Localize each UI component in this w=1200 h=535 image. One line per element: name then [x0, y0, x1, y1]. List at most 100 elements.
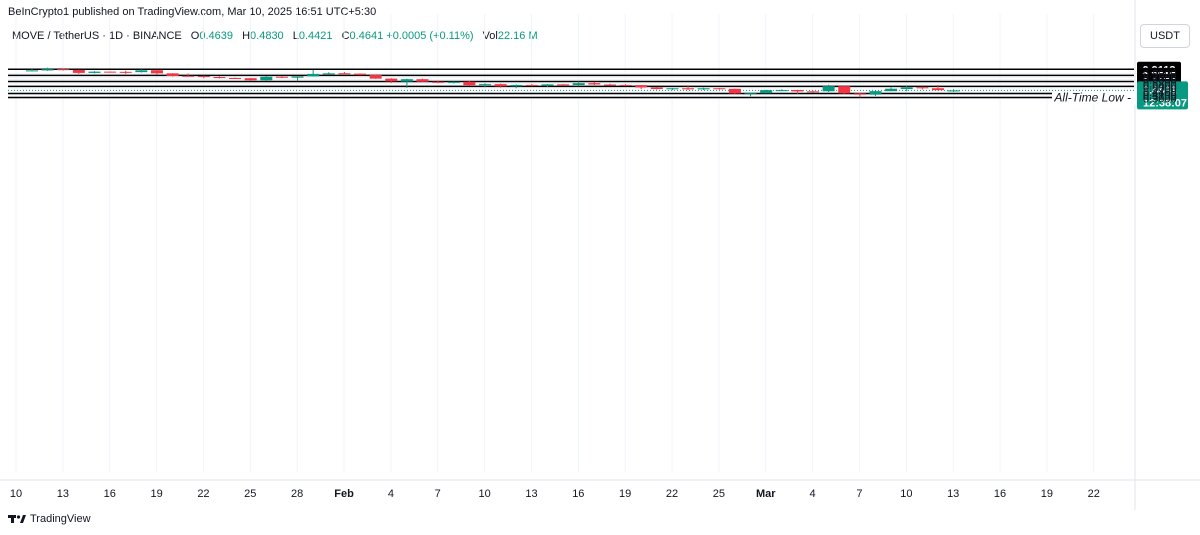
low-value: 0.4421: [298, 30, 333, 42]
footer-brand: TradingView: [30, 513, 91, 525]
candle-up: [260, 76, 273, 81]
y-tick-label: 0.3600: [1143, 93, 1177, 105]
candle-down: [635, 85, 648, 88]
all-time-low-annotation: All-Time Low -: [1053, 90, 1131, 104]
candle-down: [416, 79, 429, 82]
x-tick-label: 10: [478, 488, 490, 500]
candle-down: [525, 84, 538, 86]
candle-down: [494, 84, 507, 87]
x-tick-label: 28: [291, 488, 303, 500]
x-tick-label: Feb: [334, 488, 354, 500]
x-tick-label: 22: [1088, 488, 1100, 500]
candle-down: [682, 88, 695, 90]
y-tick-label: 0.5400: [1143, 81, 1177, 93]
candle-up: [885, 88, 898, 92]
symbol-name: MOVE / TetherUS · 1D · BINANCE: [12, 30, 182, 42]
x-tick-label: 19: [619, 488, 631, 500]
x-tick-label: 22: [197, 488, 209, 500]
change-value: +0.0005 (+0.11%): [386, 30, 474, 42]
y-tick-label: 0.8000: [1143, 68, 1177, 80]
close-label: C: [341, 30, 350, 42]
x-tick-label: 13: [947, 488, 959, 500]
x-tick-label: 25: [244, 488, 256, 500]
high-label: H: [242, 30, 251, 42]
x-tick-label: 10: [900, 488, 912, 500]
candle-down: [791, 90, 804, 92]
candle-down: [931, 88, 944, 91]
candle-down: [588, 83, 601, 85]
volume-label: Vol: [482, 30, 498, 42]
x-tick-label: 7: [435, 488, 441, 500]
candle-down: [197, 76, 210, 78]
y-tick-label: 0.7000: [1143, 73, 1177, 85]
last-price-label: 0.4641: [1143, 84, 1177, 96]
candle-up: [572, 83, 585, 86]
candle-up: [775, 90, 788, 92]
candle-down: [354, 73, 367, 76]
candle-down: [603, 84, 616, 86]
x-tick-label: 16: [104, 488, 116, 500]
x-tick-label: 4: [388, 488, 394, 500]
volume-value: 22.16 M: [497, 30, 538, 42]
y-tick-label: 0.4100: [1143, 89, 1177, 101]
x-tick-label: 4: [810, 488, 816, 500]
x-tick-label: 16: [572, 488, 584, 500]
x-tick-label: 19: [1041, 488, 1053, 500]
candle-down: [557, 84, 570, 86]
candle-up: [26, 70, 38, 72]
candle-down: [213, 77, 226, 79]
y-tick-label: 0.5800: [1143, 78, 1177, 90]
candle-up: [822, 86, 835, 92]
candle-down: [916, 87, 929, 89]
x-tick-label: 22: [666, 488, 678, 500]
candle-up: [135, 70, 148, 73]
x-tick-label: 10: [10, 488, 22, 500]
y-tick-label: 0.5000: [1143, 83, 1177, 95]
candle-down: [650, 87, 663, 90]
candle-down: [119, 71, 132, 73]
candle-up: [322, 73, 335, 75]
last-price-countdown: 12:38:07: [1143, 97, 1187, 109]
candle-down: [338, 73, 351, 75]
x-tick-label: 13: [57, 488, 69, 500]
currency-button[interactable]: USDT: [1140, 24, 1190, 48]
candle-up: [900, 87, 913, 90]
last-price-label-bg: [1137, 81, 1188, 110]
candle-up: [88, 71, 101, 73]
open-label: O: [190, 30, 200, 42]
candle-up: [697, 88, 710, 90]
candle-down: [57, 69, 70, 71]
candle-up: [666, 88, 679, 90]
candle-up: [510, 84, 523, 87]
x-tick-label: 19: [150, 488, 162, 500]
candle-down: [807, 91, 819, 93]
x-tick-label: 25: [713, 488, 725, 500]
candle-down: [619, 84, 632, 86]
candle-down: [853, 93, 866, 95]
candle-up: [400, 79, 413, 82]
x-tick-label: Mar: [756, 488, 776, 500]
x-tick-label: 16: [994, 488, 1006, 500]
symbol-legend: MOVE / TetherUS · 1D · BINANCE O0.4639 H…: [12, 30, 538, 42]
candle-down: [275, 76, 288, 78]
candle-up: [541, 84, 554, 86]
candle-down: [713, 88, 726, 90]
annotation-bg: [1052, 88, 1136, 105]
grid: [0, 0, 1200, 510]
candle-up: [947, 90, 960, 92]
high-value: 0.4830: [250, 30, 284, 42]
candle-up: [41, 69, 54, 71]
y-tick-label: 0.6600: [1143, 74, 1177, 86]
candle-down: [463, 81, 476, 86]
low-label: L: [292, 30, 299, 42]
candle-up: [478, 84, 491, 86]
y-axis: 0.80000.70000.66000.58000.54000.50000.44…: [1143, 68, 1177, 105]
candle-down: [728, 88, 741, 94]
candle-up: [760, 90, 773, 94]
x-tick-label: 7: [856, 488, 862, 500]
open-value: 0.4639: [199, 30, 234, 42]
candle-down: [72, 69, 85, 73]
candles: [26, 67, 960, 98]
